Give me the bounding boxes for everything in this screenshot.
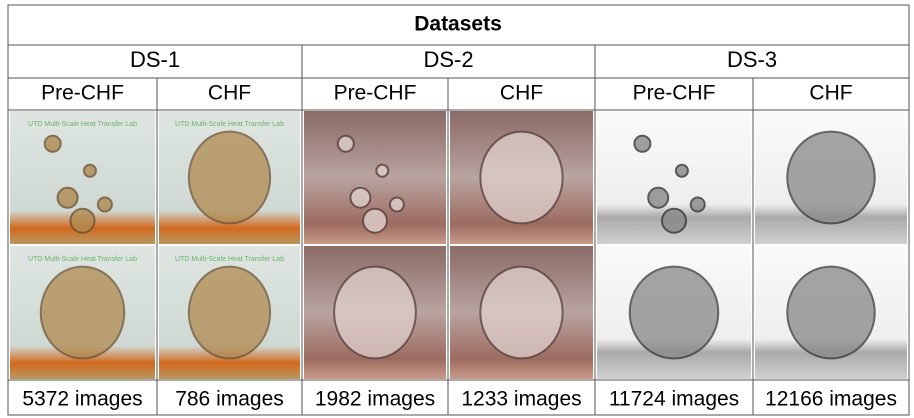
watermark: UTD Multi-Scale Heat Transfer Lab	[175, 256, 284, 263]
vapor-bubble	[350, 188, 370, 208]
vapor-bubble	[691, 198, 705, 212]
image-count: 1233 images	[461, 388, 581, 411]
column-label: Pre-CHF	[633, 82, 716, 105]
vapor-bubble	[630, 267, 718, 359]
watermark: UTD Multi-Scale Heat Transfer Lab	[28, 256, 137, 263]
column-label: CHF	[809, 82, 852, 105]
image-count: 1982 images	[315, 388, 435, 411]
vapor-bubble	[58, 188, 78, 208]
dataset-name: DS-3	[727, 47, 777, 72]
image-count: 5372 images	[22, 388, 142, 411]
column-label: Pre-CHF	[334, 82, 417, 105]
vapor-bubble	[45, 136, 61, 152]
vapor-bubble	[71, 209, 95, 233]
vapor-bubble	[648, 188, 668, 208]
vapor-bubble	[41, 267, 124, 359]
table-title: Datasets	[414, 13, 502, 36]
vapor-bubble	[480, 132, 562, 224]
image-count: 12166 images	[765, 388, 897, 411]
watermark: UTD Multi-Scale Heat Transfer Lab	[175, 121, 284, 128]
image-count: 11724 images	[609, 388, 739, 411]
vapor-bubble	[338, 136, 354, 152]
vapor-bubble	[634, 136, 650, 152]
dataset-table: Datasets DS-1 Pre-CHF 5372 images UTD Multi…	[0, 0, 914, 418]
vapor-bubble	[334, 267, 416, 359]
column-label: Pre-CHF	[41, 82, 124, 105]
vapor-bubble	[363, 209, 387, 233]
watermark: UTD Multi-Scale Heat Transfer Lab	[28, 121, 137, 128]
column-label: CHF	[500, 82, 543, 105]
vapor-bubble	[98, 198, 112, 212]
vapor-bubble	[787, 132, 874, 224]
vapor-bubble	[376, 165, 388, 177]
vapor-bubble	[189, 132, 270, 224]
vapor-bubble	[787, 267, 874, 359]
dataset-name: DS-1	[130, 47, 180, 72]
vapor-bubble	[662, 209, 686, 233]
dataset-name: DS-2	[423, 47, 473, 72]
vapor-bubble	[84, 165, 96, 177]
vapor-bubble	[189, 267, 270, 359]
image-count: 786 images	[175, 388, 284, 411]
column-label: CHF	[208, 82, 251, 105]
vapor-bubble	[676, 165, 688, 177]
vapor-bubble	[390, 198, 404, 212]
vapor-bubble	[480, 267, 562, 359]
